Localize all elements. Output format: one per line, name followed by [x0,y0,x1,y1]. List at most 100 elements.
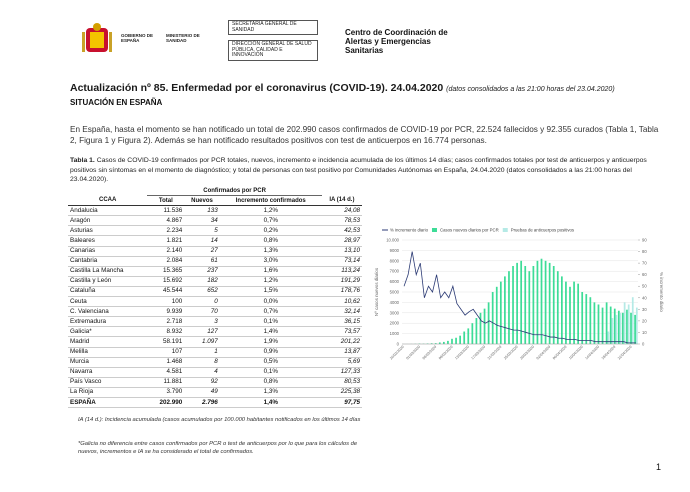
y2-tick-label: 50 [642,284,647,289]
table-cell: 2.140 [147,246,185,257]
table-cell: Castilla y León [68,276,148,287]
bar [552,266,555,344]
chart: 0 1000 2000 3000 4000 5000 6000 7000 8000 9000 10.… [374,228,664,361]
bar [560,276,563,344]
bar [459,335,461,344]
table-row: Castilla La Mancha 15.365 237 1,6% 113,24 [68,266,362,277]
table-cell: 34 [184,215,220,227]
direccion-box: DIRECCIÓN GENERAL DE SALUD PÚBLICA, CALI… [228,40,318,61]
bar [430,343,433,344]
y2-tick-label: 30 [642,307,647,312]
bar [426,343,429,344]
table-cell: 113,24 [321,266,362,277]
table-cell: 133 [184,205,220,217]
x-tick-label: 22/04/2020 [617,345,633,361]
x-tick-label: 05/03/2020 [422,345,438,361]
bar [528,271,531,344]
bar [512,266,514,344]
table-cell: 61 [184,256,220,267]
table-cell: 8 [184,357,220,368]
bar [487,302,490,344]
table-cell: 73,14 [321,256,362,267]
table-cell: 201,22 [321,336,362,348]
table-cell: 2.796 [184,397,220,409]
table-cell: Baleares [68,235,148,247]
table-cell: 1,3% [219,246,322,257]
y2-tick-label: 90 [642,238,647,243]
bar [626,309,628,344]
bar [479,312,482,344]
table-cell: Cantabria [68,256,148,267]
table-cell: 1 [184,347,220,358]
table-cell: 0,8% [219,235,322,247]
table-cell: 0,7% [219,306,322,318]
table-row: Melilla 107 1 0,9% 13,87 [68,347,362,358]
y-tick-label: 4000 [390,300,400,305]
table-cell: 0,1% [219,316,322,328]
bar [597,304,600,344]
y2-tick-label: 40 [642,295,647,300]
table-cell: 45.544 [147,286,185,298]
table-cell: 1,6% [219,266,322,277]
legend-label: Casos nuevos diarios por PCR [440,228,499,233]
caption-text: Casos de COVID-19 confirmados por PCR to… [70,157,647,183]
table-cell: 0,7% [219,215,322,227]
table-cell: 1,4% [219,397,322,409]
bar [499,281,502,344]
table-row: Baleares 1.821 14 0,8% 28,97 [68,235,362,247]
bar [548,262,551,344]
table-cell: 0,2% [219,225,322,237]
table-cell: 14 [184,235,220,247]
bar [622,312,624,344]
bar [589,297,592,344]
x-tick-label: 01/03/2020 [405,345,421,361]
paragraph: En España, hasta el momento se han notif… [70,125,659,145]
page-number: 1 [656,462,662,472]
table-cell: 4 [184,367,220,378]
table-cell: 11.881 [147,377,185,388]
table-row: Canarias 2.140 27 1,3% 13,10 [68,246,362,257]
table-cell: País Vasco [68,377,148,388]
table-cell: 36,15 [321,316,362,328]
table-cell: 182 [184,276,220,287]
y-axis-label: Nº casos nuevos diarios [374,267,379,316]
bar [631,297,634,344]
table-cell: 2.718 [147,316,185,328]
bar [569,286,571,344]
line [403,251,636,344]
table-cell: Castilla La Mancha [68,266,148,277]
table-cell: Madrid [68,336,148,348]
y-tick-label: 8000 [390,258,400,263]
table-row: Cantabria 2.084 61 3,0% 73,14 [68,256,362,267]
table-cell: 15.692 [147,276,185,287]
y2-tick-label: 20 [642,318,647,323]
y2-tick-label: 80 [642,249,647,254]
table-cell: 1,5% [219,286,322,298]
table-row: Murcia 1.468 8 0,5% 5,69 [68,357,362,368]
bar [607,331,610,344]
table-cell: 80,53 [321,377,362,388]
table-row: Navarra 4.581 4 0,1% 127,33 [68,367,362,378]
y2-tick-label: 70 [642,261,647,266]
bar [463,331,466,344]
shield-logo [82,23,112,52]
table-cell: 70 [184,306,220,318]
table-cell: 11.536 [147,205,185,217]
table-cell: 3,0% [219,256,322,267]
table-row: Aragón 4.867 34 0,7% 78,53 [68,215,362,227]
table-cell: 225,38 [321,387,362,398]
bar [475,318,478,344]
table-cell: 0 [184,296,220,308]
table-cell: 32,14 [321,306,362,318]
bar [520,260,523,344]
table-cell: 42,53 [321,225,362,237]
bar [635,307,638,344]
table-row: Cataluña 45.544 652 1,5% 178,76 [68,286,362,298]
title: Actualización nº 85. Enfermedad por el c… [70,82,670,94]
table-cell: 4.581 [147,367,185,378]
x-tick-label: 13/03/2020 [454,345,470,361]
table-cell: Asturias [68,225,148,237]
table-cell: Cataluña [68,286,148,298]
bar [565,281,567,344]
table-cell: 0,8% [219,377,322,388]
